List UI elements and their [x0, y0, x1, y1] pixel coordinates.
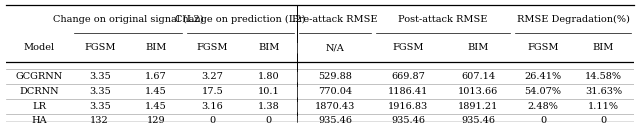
Text: 3.35: 3.35: [89, 102, 111, 111]
Text: BIM: BIM: [593, 43, 614, 52]
Text: 132: 132: [90, 116, 109, 123]
Text: 1870.43: 1870.43: [315, 102, 355, 111]
Text: 10.1: 10.1: [258, 87, 280, 96]
Text: 1.45: 1.45: [145, 102, 167, 111]
Text: GCGRNN: GCGRNN: [15, 72, 63, 81]
Text: 1013.66: 1013.66: [458, 87, 498, 96]
Text: 1.38: 1.38: [258, 102, 280, 111]
Text: RMSE Degradation(%): RMSE Degradation(%): [517, 15, 630, 24]
Text: 1916.83: 1916.83: [388, 102, 428, 111]
Text: Change on prediction (L2): Change on prediction (L2): [175, 15, 306, 24]
Text: FGSM: FGSM: [196, 43, 228, 52]
Text: 3.35: 3.35: [89, 72, 111, 81]
Text: BIM: BIM: [258, 43, 280, 52]
Text: 1.45: 1.45: [145, 87, 167, 96]
Text: 1186.41: 1186.41: [388, 87, 428, 96]
Text: 607.14: 607.14: [461, 72, 495, 81]
Text: 3.27: 3.27: [202, 72, 223, 81]
Text: Change on original signal (L2): Change on original signal (L2): [52, 15, 203, 24]
Text: 31.63%: 31.63%: [585, 87, 622, 96]
Text: LR: LR: [32, 102, 46, 111]
Text: 1891.21: 1891.21: [458, 102, 498, 111]
Text: FGSM: FGSM: [527, 43, 559, 52]
Text: 129: 129: [147, 116, 165, 123]
Text: 669.87: 669.87: [391, 72, 425, 81]
Text: 0: 0: [209, 116, 216, 123]
Text: 935.46: 935.46: [391, 116, 425, 123]
Text: |: |: [295, 115, 299, 123]
Text: HA: HA: [31, 116, 47, 123]
Text: 3.35: 3.35: [89, 87, 111, 96]
Text: 54.07%: 54.07%: [525, 87, 561, 96]
Text: Post-attack RMSE: Post-attack RMSE: [398, 15, 488, 24]
Text: 3.16: 3.16: [202, 102, 223, 111]
Text: 2.48%: 2.48%: [527, 102, 559, 111]
Text: 935.46: 935.46: [318, 116, 352, 123]
Text: |: |: [295, 101, 299, 112]
Text: N/A: N/A: [326, 43, 344, 52]
Text: 14.58%: 14.58%: [585, 72, 622, 81]
Text: FGSM: FGSM: [84, 43, 115, 52]
Text: |: |: [295, 86, 299, 97]
Text: 0: 0: [540, 116, 546, 123]
Text: 529.88: 529.88: [318, 72, 352, 81]
Text: 17.5: 17.5: [202, 87, 223, 96]
Text: Pre-attack RMSE: Pre-attack RMSE: [292, 15, 378, 24]
Text: FGSM: FGSM: [392, 43, 424, 52]
Text: 0: 0: [266, 116, 272, 123]
Text: DCRNN: DCRNN: [19, 87, 59, 96]
Text: 1.67: 1.67: [145, 72, 167, 81]
Text: |: |: [295, 42, 299, 53]
Text: BIM: BIM: [145, 43, 167, 52]
Text: Model: Model: [24, 43, 54, 52]
Text: 935.46: 935.46: [461, 116, 495, 123]
Text: 1.11%: 1.11%: [588, 102, 619, 111]
Text: 0: 0: [600, 116, 607, 123]
Text: 770.04: 770.04: [318, 87, 352, 96]
Text: 26.41%: 26.41%: [525, 72, 562, 81]
Text: 1.80: 1.80: [258, 72, 280, 81]
Text: BIM: BIM: [467, 43, 489, 52]
Text: |: |: [295, 71, 299, 82]
